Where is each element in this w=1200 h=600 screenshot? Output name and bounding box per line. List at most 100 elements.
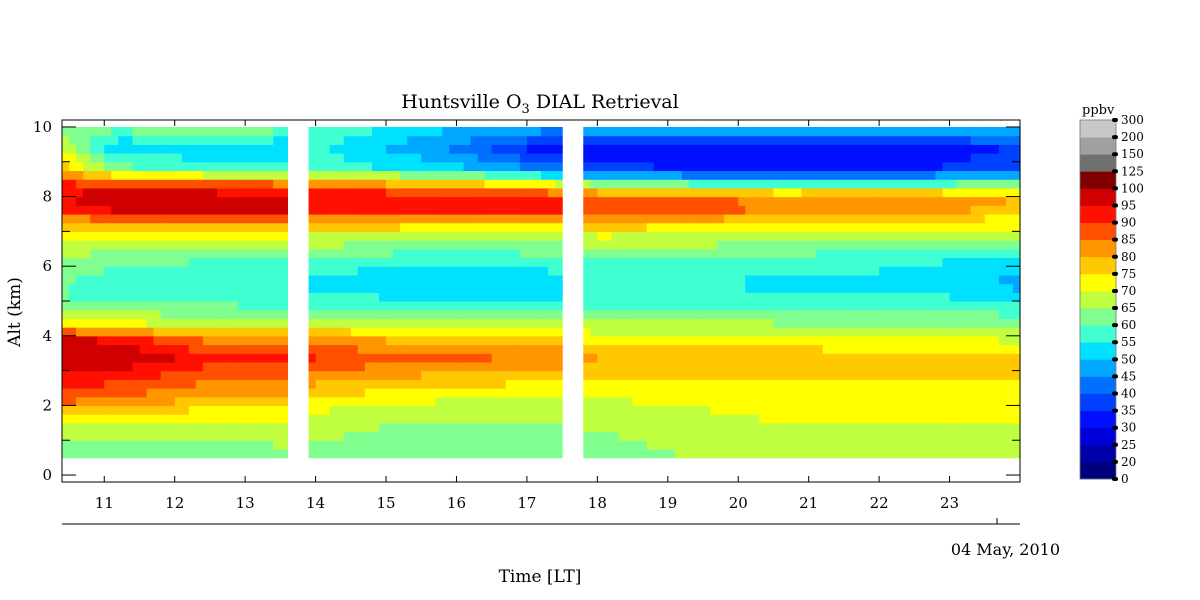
heatmap-cell	[181, 292, 190, 302]
heatmap-cell	[414, 135, 422, 145]
heatmap-cell	[984, 170, 993, 180]
heatmap-cell	[639, 126, 648, 137]
heatmap-cell	[984, 309, 993, 320]
heatmap-cell	[660, 335, 669, 346]
heatmap-cell	[231, 396, 239, 407]
heatmap-cell	[674, 248, 683, 259]
heatmap-cell	[611, 327, 620, 337]
heatmap-cell	[717, 135, 725, 145]
heatmap-cell	[442, 361, 451, 372]
heatmap-cell	[160, 179, 169, 189]
heatmap-cell	[378, 361, 387, 372]
heatmap-cell	[526, 213, 535, 224]
heatmap-cell	[822, 422, 831, 433]
heatmap-cell	[836, 301, 845, 311]
heatmap-cell	[808, 405, 817, 415]
heatmap-cell	[688, 153, 697, 163]
heatmap-cell	[118, 292, 126, 302]
heatmap-cell	[519, 370, 528, 380]
heatmap-cell	[703, 379, 711, 389]
heatmap-cell	[710, 135, 718, 145]
heatmap-cell	[879, 301, 887, 311]
heatmap-cell	[195, 222, 204, 232]
heatmap-cell	[245, 179, 253, 189]
heatmap-cell	[273, 335, 281, 346]
heatmap-cell	[801, 327, 810, 337]
heatmap-cell	[667, 161, 676, 172]
heatmap-cell	[435, 126, 443, 137]
heatmap-cell	[350, 196, 359, 206]
heatmap-cell	[83, 422, 91, 433]
heatmap-cell	[907, 135, 915, 145]
heatmap-cell	[808, 135, 817, 145]
heatmap-cell	[519, 187, 528, 198]
heatmap-cell	[893, 422, 901, 433]
heatmap-cell	[695, 396, 704, 407]
heatmap-cell	[209, 240, 218, 250]
heatmap-cell	[695, 144, 704, 154]
heatmap-cell	[745, 205, 753, 215]
heatmap-cell	[900, 240, 908, 250]
heatmap-cell	[900, 396, 908, 407]
heatmap-cell	[414, 292, 422, 302]
heatmap-cell	[209, 396, 218, 407]
heatmap-cell	[386, 309, 394, 320]
heatmap-cell	[273, 248, 281, 259]
heatmap-cell	[970, 370, 979, 380]
heatmap-cell	[625, 422, 634, 433]
heatmap-cell	[329, 361, 338, 372]
heatmap-cell	[773, 431, 782, 441]
heatmap-cell	[519, 388, 528, 398]
heatmap-cell	[125, 405, 134, 415]
heatmap-cell	[857, 144, 866, 154]
heatmap-cell	[886, 222, 894, 232]
heatmap-cell	[879, 431, 887, 441]
heatmap-cell	[393, 240, 401, 250]
heatmap-cell	[76, 170, 84, 180]
heatmap-cell	[308, 187, 317, 198]
heatmap-cell	[364, 405, 373, 415]
heatmap-cell	[836, 388, 845, 398]
heatmap-cell	[780, 431, 789, 441]
heatmap-cell	[400, 335, 408, 346]
heatmap-cell	[245, 161, 253, 172]
heatmap-cell	[625, 205, 634, 215]
heatmap-cell	[83, 388, 91, 398]
heatmap-cell	[710, 388, 718, 398]
heatmap-cell	[266, 414, 274, 424]
heatmap-cell	[62, 170, 70, 180]
heatmap-cell	[519, 222, 528, 232]
heatmap-cell	[815, 213, 824, 224]
heatmap-cell	[238, 353, 246, 363]
heatmap-cell	[872, 422, 880, 433]
heatmap-cell	[724, 388, 732, 398]
heatmap-cell	[928, 248, 937, 259]
heatmap-cell	[907, 179, 915, 189]
heatmap-cell	[970, 431, 979, 441]
heatmap-cell	[991, 327, 1000, 337]
heatmap-cell	[836, 222, 845, 232]
heatmap-cell	[132, 292, 141, 302]
heatmap-cell	[435, 361, 443, 372]
heatmap-cell	[921, 222, 930, 232]
heatmap-cell	[449, 196, 458, 206]
heatmap-cell	[209, 213, 218, 224]
heatmap-cell	[336, 153, 345, 163]
heatmap-cell	[879, 257, 887, 267]
heatmap-cell	[456, 153, 465, 163]
heatmap-cell	[428, 327, 436, 337]
heatmap-cell	[512, 205, 521, 215]
heatmap-cell	[195, 257, 204, 267]
heatmap-cell	[329, 248, 338, 259]
heatmap-cell	[407, 205, 415, 215]
heatmap-cell	[808, 388, 817, 398]
heatmap-cell	[604, 448, 613, 459]
heatmap-cell	[977, 240, 986, 250]
heatmap-cell	[378, 187, 387, 198]
heatmap-cell	[252, 213, 260, 224]
heatmap-cell	[273, 431, 281, 441]
heatmap-cell	[224, 353, 232, 363]
heatmap-cell	[815, 231, 824, 241]
heatmap-cell	[209, 370, 218, 380]
heatmap-cell	[62, 353, 70, 363]
